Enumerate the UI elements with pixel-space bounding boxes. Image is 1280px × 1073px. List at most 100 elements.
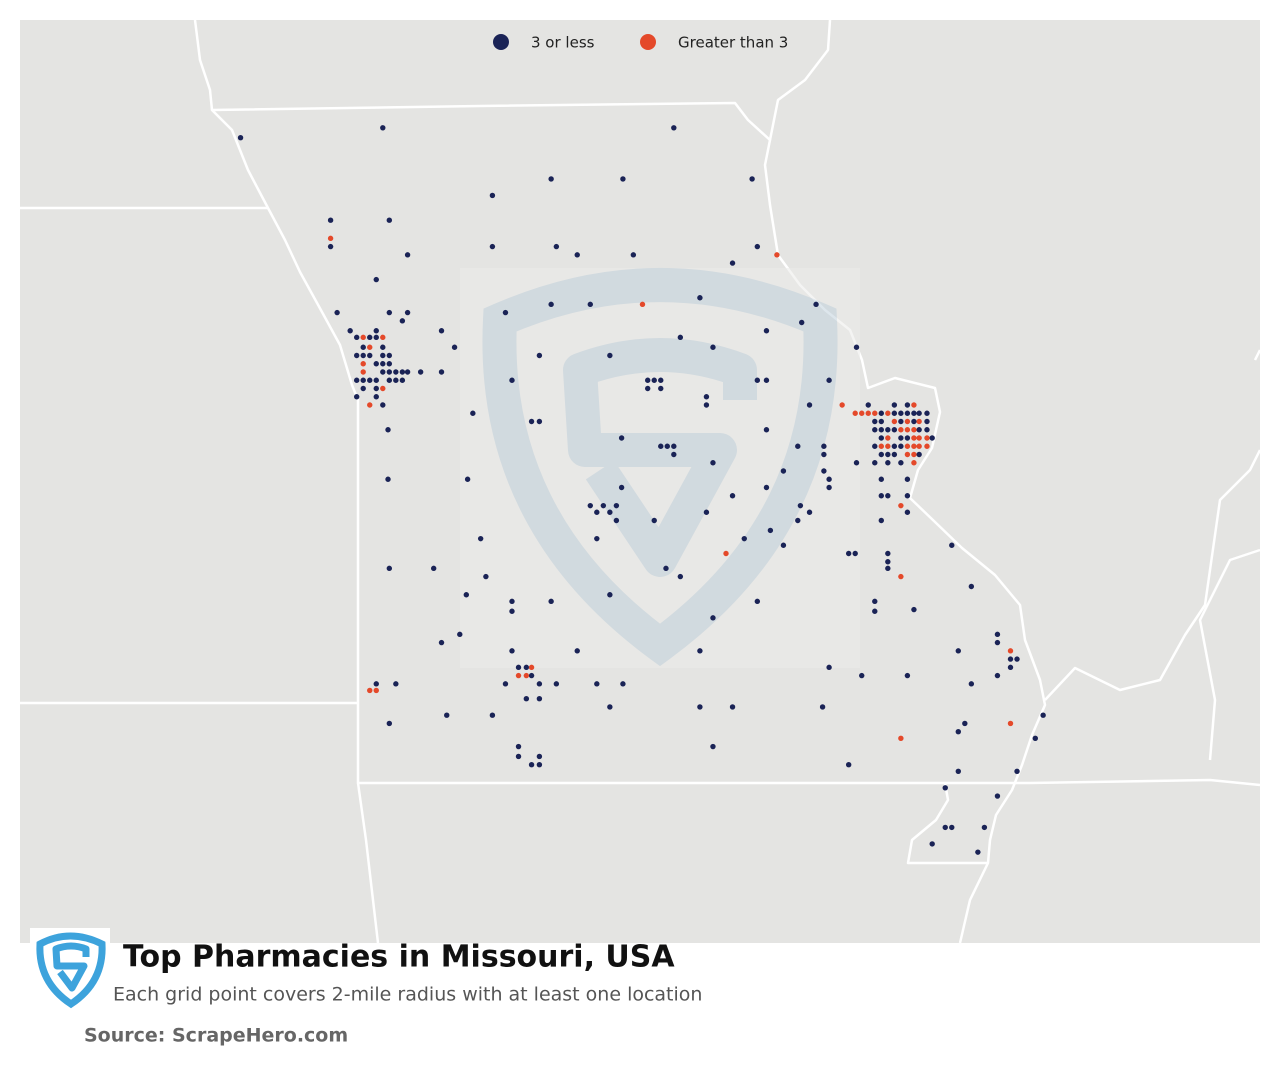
grid-point	[872, 608, 878, 614]
grid-point	[373, 276, 379, 283]
grid-point	[607, 592, 613, 598]
grid-point	[373, 681, 379, 687]
grid-point	[885, 443, 891, 449]
grid-point	[955, 768, 961, 774]
grid-point	[872, 410, 878, 416]
grid-point	[574, 252, 580, 258]
grid-point	[1007, 656, 1014, 662]
grid-point	[360, 361, 366, 367]
grid-point	[710, 615, 716, 621]
grid-point	[911, 427, 917, 433]
grid-point	[399, 318, 406, 324]
oklahoma-arkansas-line	[356, 782, 380, 944]
grid-point	[386, 565, 393, 572]
grid-point	[885, 435, 891, 441]
grid-point	[373, 328, 379, 334]
grid-point	[658, 385, 664, 392]
grid-point	[536, 753, 543, 760]
grid-point	[859, 410, 865, 416]
grid-point	[1014, 656, 1020, 662]
grid-point	[587, 502, 593, 509]
grid-point	[878, 410, 885, 416]
grid-point	[553, 681, 560, 687]
grid-point	[489, 243, 496, 250]
grid-point	[483, 573, 489, 580]
grid-point	[373, 334, 379, 341]
grid-point	[904, 410, 911, 416]
grid-point	[502, 681, 509, 687]
grid-point	[780, 542, 787, 548]
grid-point	[703, 509, 710, 515]
grid-point	[536, 352, 543, 359]
grid-point	[353, 394, 360, 400]
grid-point	[651, 517, 657, 524]
grid-point	[872, 427, 878, 433]
grid-point	[404, 252, 411, 258]
grid-point	[924, 443, 930, 449]
grid-point	[353, 377, 360, 383]
grid-point	[386, 217, 393, 223]
grid-point	[367, 344, 373, 350]
grid-point	[872, 443, 878, 449]
title: Top Pharmacies in Missouri, USA	[123, 940, 675, 975]
grid-point	[898, 735, 904, 741]
grid-point	[891, 410, 898, 416]
grid-point	[904, 402, 911, 408]
grid-point	[1007, 720, 1014, 727]
grid-point	[929, 841, 935, 847]
grid-point	[645, 377, 651, 383]
grid-point	[509, 608, 515, 614]
grid-point	[898, 410, 904, 416]
grid-point	[994, 639, 1001, 646]
watermark	[460, 268, 860, 668]
grid-point	[489, 712, 496, 718]
grid-point	[367, 334, 373, 341]
grid-point	[852, 410, 858, 416]
grid-point	[865, 410, 871, 416]
grid-point	[975, 849, 981, 855]
grid-point	[528, 672, 535, 679]
grid-point	[380, 369, 386, 375]
grid-point	[457, 631, 463, 638]
grid-point	[819, 704, 826, 710]
grid-point	[898, 502, 904, 509]
grid-point	[677, 334, 684, 341]
grid-point	[865, 402, 871, 408]
grid-point	[399, 369, 406, 375]
grid-point	[904, 427, 911, 433]
grid-point	[386, 352, 393, 359]
grid-point	[795, 517, 801, 524]
grid-point	[404, 369, 411, 375]
grid-point	[898, 443, 904, 449]
grid-point	[360, 385, 366, 392]
grid-point	[845, 762, 852, 768]
grid-point	[1032, 735, 1038, 741]
grid-point	[916, 435, 922, 441]
watermark-shield	[482, 268, 838, 667]
grid-point	[528, 418, 535, 425]
grid-point	[904, 451, 911, 458]
grid-point	[904, 493, 911, 499]
grid-point	[327, 243, 334, 250]
grid-point	[891, 418, 898, 425]
grid-point	[536, 696, 543, 702]
kentucky-line	[1198, 548, 1261, 761]
grid-point	[464, 476, 471, 482]
grid-point	[859, 672, 865, 679]
grid-point	[594, 535, 600, 542]
grid-point	[677, 573, 684, 580]
grid-point	[380, 125, 386, 131]
grid-point	[373, 385, 379, 392]
grid-point	[891, 443, 898, 449]
grid-point	[470, 410, 476, 416]
grid-point	[438, 639, 445, 646]
grid-point	[904, 443, 911, 449]
ohio-river-line	[1044, 449, 1262, 701]
grid-point	[754, 243, 761, 250]
grid-point	[607, 509, 613, 515]
dots	[237, 125, 1046, 855]
logo	[30, 928, 110, 1009]
grid-point	[729, 493, 736, 499]
grid-point	[367, 402, 373, 408]
grid-point	[386, 309, 393, 316]
